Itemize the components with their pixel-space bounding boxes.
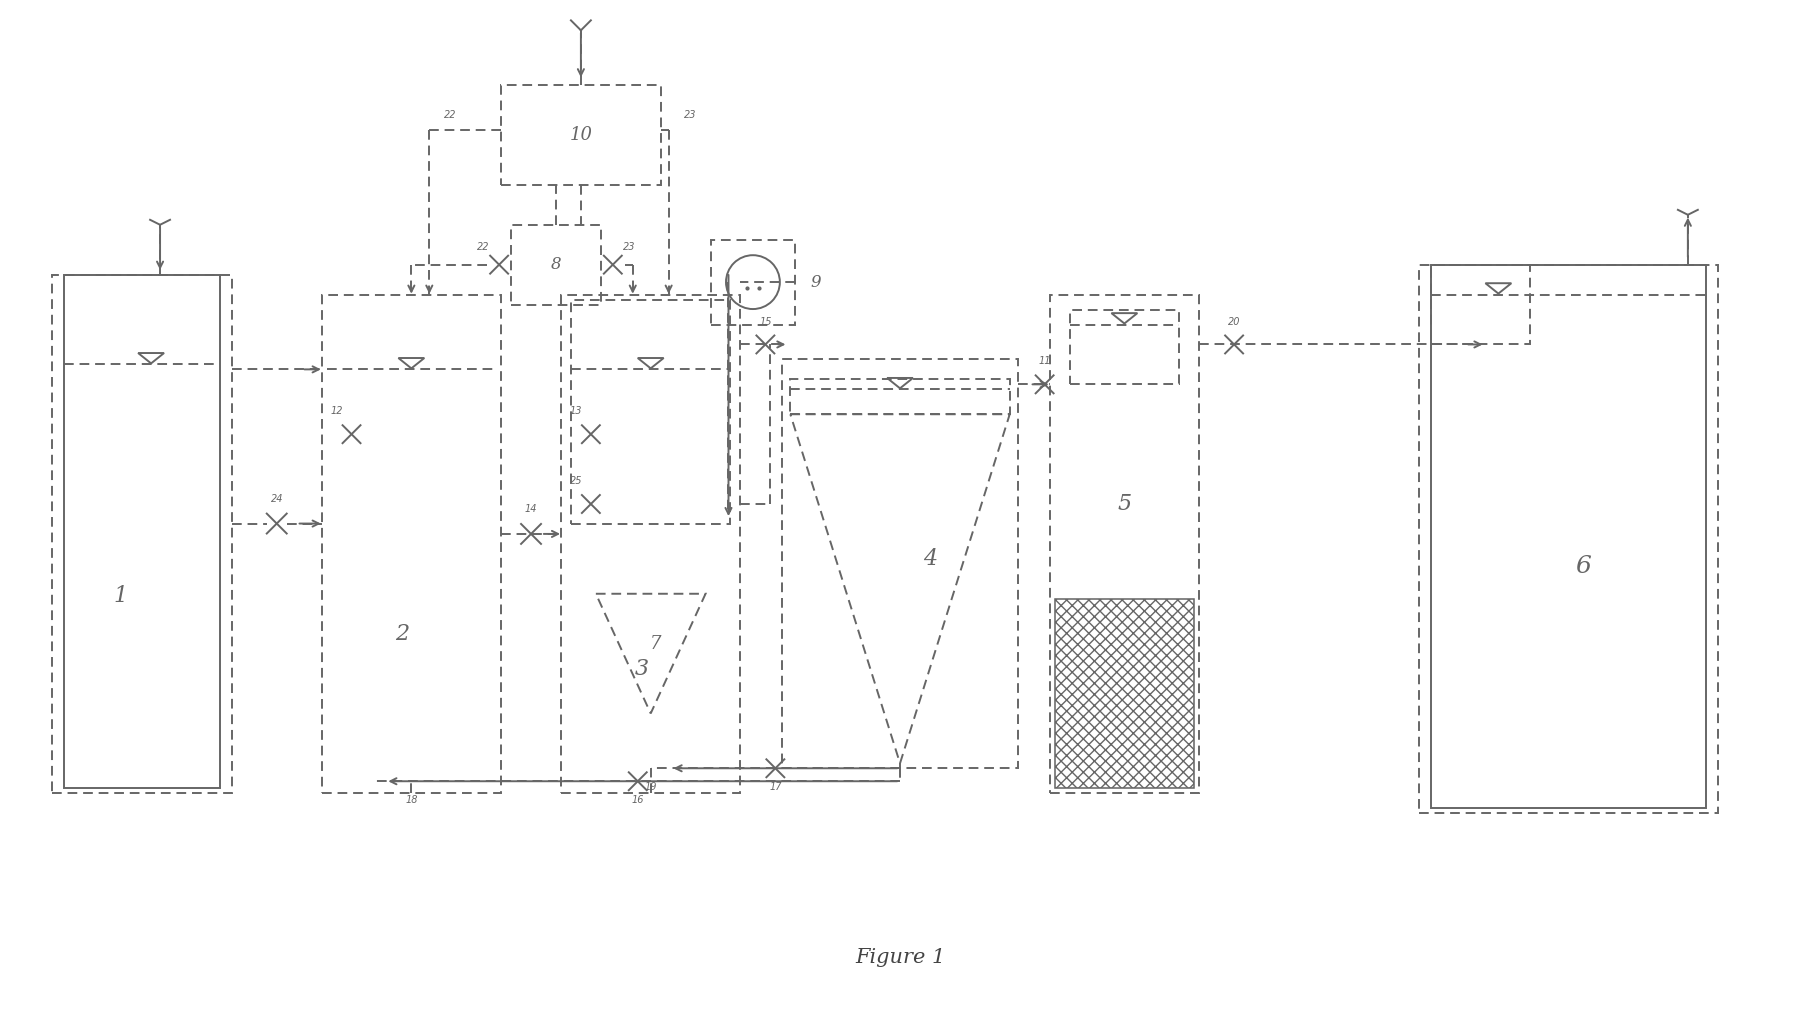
Bar [571,299,730,524]
Text: 11: 11 [1038,356,1050,366]
Text: 19: 19 [645,782,658,792]
Bar [1070,309,1179,384]
Bar [64,275,220,788]
Text: 16: 16 [632,795,643,805]
Text: 2: 2 [396,623,409,645]
Text: 25: 25 [571,476,581,486]
Bar [322,295,501,793]
Text: 12: 12 [331,407,343,417]
Text: 15: 15 [760,316,772,327]
Text: 17: 17 [769,782,781,792]
Bar [53,275,233,793]
Bar [501,85,661,185]
Text: 8: 8 [551,257,561,273]
Text: 14: 14 [525,504,538,514]
Bar [790,379,1010,415]
Text: Figure 1: Figure 1 [854,948,945,967]
Text: 22: 22 [476,241,489,251]
Text: 23: 23 [683,111,696,120]
Text: 1: 1 [113,585,127,607]
Bar [783,359,1018,769]
Text: 6: 6 [1575,555,1592,578]
Text: 5: 5 [1117,493,1132,515]
Text: 10: 10 [569,126,592,144]
Text: 7: 7 [650,635,661,653]
Text: 4: 4 [923,548,938,570]
Bar [1430,265,1706,808]
Text: 20: 20 [1228,316,1241,327]
Bar [1054,598,1194,788]
Bar [511,225,601,304]
Bar [710,239,796,324]
Text: 22: 22 [445,111,456,120]
Text: 23: 23 [623,241,634,251]
Bar [1050,295,1199,793]
Text: 24: 24 [271,494,283,504]
Bar [1419,265,1717,813]
Text: 13: 13 [571,407,581,417]
Text: 3: 3 [634,657,649,679]
Bar [1430,265,1530,345]
Text: 18: 18 [405,795,418,805]
Bar [561,295,741,793]
Text: 9: 9 [810,274,821,291]
